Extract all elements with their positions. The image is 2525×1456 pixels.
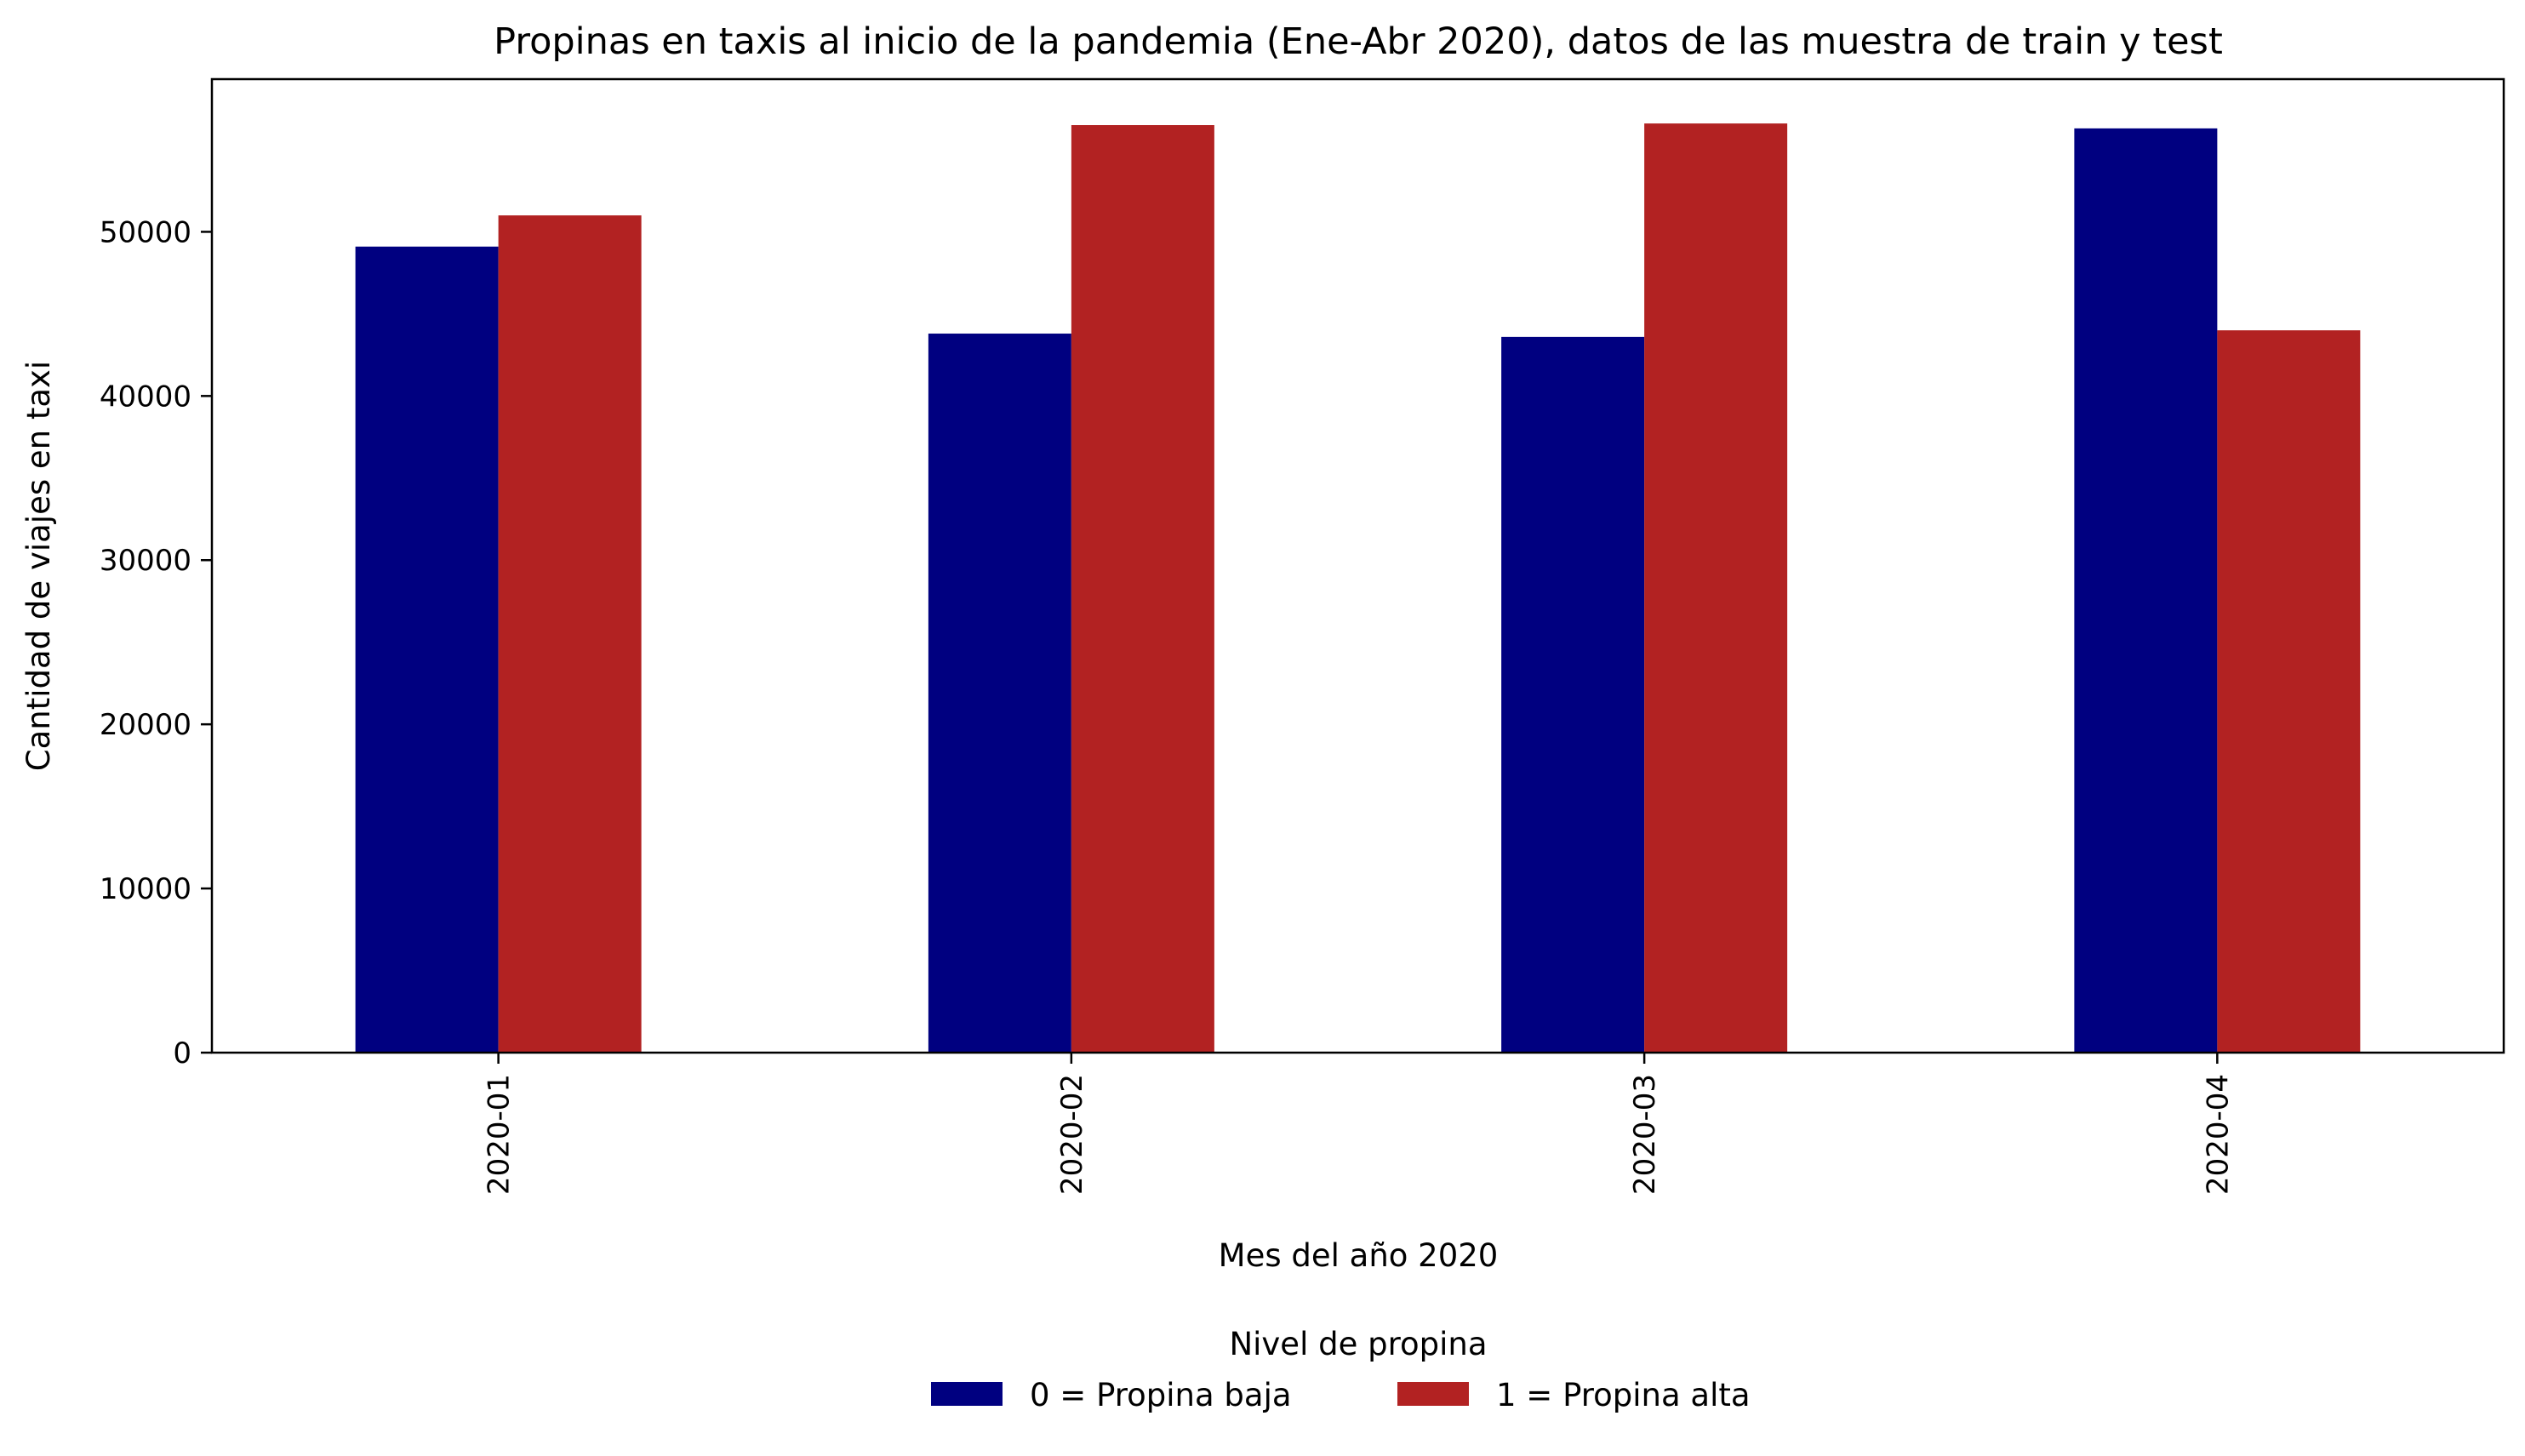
x-axis-label: Mes del año 2020 — [1219, 1237, 1499, 1274]
x-axis-ticks: 2020-01 2020-02 2020-03 2020-04 — [483, 1053, 2235, 1195]
plot-area-frame — [210, 77, 2505, 1054]
bars-layer — [355, 123, 2361, 1053]
legend-label-propina-baja: 0 = Propina baja — [1030, 1377, 1292, 1413]
bar-0-propina-baja-2020-04 — [2074, 128, 2218, 1053]
y-tick-label: 0 — [173, 1036, 191, 1071]
y-tick-label: 20000 — [100, 708, 191, 742]
legend-swatch-propina-alta — [1397, 1382, 1469, 1406]
y-axis-ticks: 0 10000 20000 30000 40000 50000 — [100, 215, 212, 1071]
y-tick-label: 50000 — [100, 215, 191, 249]
x-tick-label: 2020-01 — [483, 1074, 517, 1195]
bar-0-propina-baja-2020-03 — [1501, 336, 1645, 1053]
y-tick-label: 30000 — [100, 544, 191, 578]
bar-1-propina-alta-2020-03 — [1644, 123, 1788, 1053]
bar-0-propina-baja-2020-01 — [355, 246, 499, 1053]
bar-1-propina-alta-2020-01 — [498, 215, 642, 1053]
legend-swatch-propina-baja — [931, 1382, 1003, 1406]
y-tick-label: 10000 — [100, 872, 191, 906]
y-tick-label: 40000 — [100, 380, 191, 414]
x-tick-label: 2020-04 — [2201, 1074, 2235, 1195]
legend: Nivel de propina 0 = Propina baja 1 = Pr… — [931, 1326, 1751, 1413]
legend-label-propina-alta: 1 = Propina alta — [1496, 1377, 1751, 1413]
bar-1-propina-alta-2020-02 — [1071, 125, 1214, 1053]
x-tick-label: 2020-02 — [1055, 1074, 1089, 1195]
x-tick-label: 2020-03 — [1628, 1074, 1662, 1195]
y-axis-label: Cantidad de viajes en taxi — [20, 361, 57, 771]
legend-title: Nivel de propina — [1229, 1326, 1487, 1362]
bar-1-propina-alta-2020-04 — [2217, 330, 2361, 1053]
bar-0-propina-baja-2020-02 — [928, 334, 1071, 1053]
chart-title: Propinas en taxis al inicio de la pandem… — [494, 20, 2223, 63]
